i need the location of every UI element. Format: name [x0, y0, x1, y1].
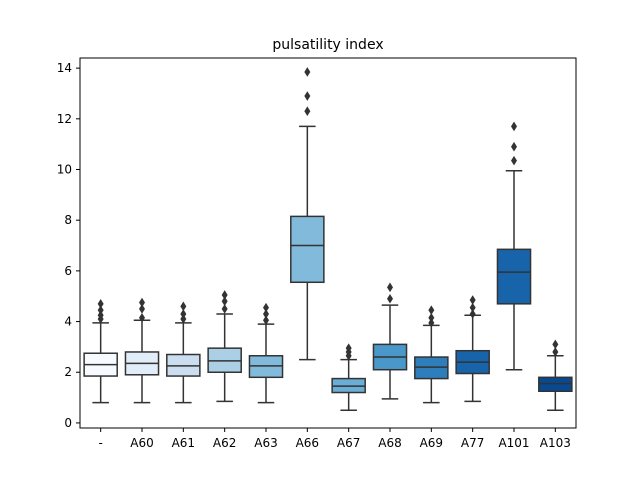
outlier-point [263, 302, 269, 313]
outlier-point [180, 314, 187, 324]
outlier-point [428, 312, 435, 323]
outlier-point [387, 293, 393, 304]
outlier-point [97, 299, 104, 309]
x-axis: - A60 A61 A62 A63 A66 A67 A68 A69 A77 A101 A103 [98, 428, 571, 450]
y-tick-label: 6 [64, 264, 72, 278]
outlier-point [387, 282, 393, 293]
x-tick-label: A60 [130, 436, 153, 450]
x-tick-label: A62 [213, 436, 236, 450]
outlier-point [511, 141, 517, 152]
outlier-point [97, 305, 104, 315]
box-A60 [124, 297, 160, 404]
outlier-point [304, 67, 311, 77]
plot-layer [83, 67, 573, 412]
x-tick-label: A67 [337, 436, 360, 450]
outlier-point [180, 309, 187, 319]
axes-frame [79, 57, 577, 429]
box-body [290, 215, 325, 284]
outlier-point [511, 155, 517, 166]
y-tick-label: 2 [64, 365, 72, 379]
outlier-point [180, 301, 187, 312]
box-A68 [372, 282, 408, 400]
x-tick-label: A61 [172, 436, 195, 450]
y-tick-label: 14 [57, 61, 72, 75]
x-tick-label: A69 [420, 436, 443, 450]
x-tick-label: A66 [296, 436, 319, 450]
x-tick-label: - [98, 436, 102, 450]
outlier-point [221, 296, 228, 307]
y-tick-label: 0 [64, 416, 72, 430]
outlier-point [469, 295, 476, 305]
x-tick-label: A103 [540, 436, 571, 450]
outlier-point [552, 339, 559, 350]
x-tick-label: A63 [254, 436, 277, 450]
outlier-point [97, 310, 104, 321]
outlier-point [345, 343, 352, 353]
chart-title: pulsatility index [272, 37, 383, 53]
y-axis: 0 2 4 6 8 10 12 14 [57, 61, 80, 430]
box-A63 [248, 302, 284, 404]
outlier-point [139, 304, 145, 314]
y-tick-label: 12 [57, 112, 72, 126]
y-tick-label: 10 [57, 163, 72, 177]
outlier-point [469, 309, 476, 319]
box-A69 [414, 305, 449, 404]
x-tick-label: A68 [378, 436, 401, 450]
box-A61 [166, 301, 201, 404]
box-A62 [207, 290, 242, 403]
box-A67 [331, 343, 366, 412]
outlier-point [304, 106, 311, 117]
y-tick-label: 8 [64, 213, 72, 227]
outlier-point [428, 318, 435, 328]
outlier-point [263, 309, 269, 319]
x-tick-label: A101 [498, 436, 529, 450]
outlier-point [221, 304, 228, 314]
outlier-point [304, 91, 311, 101]
outlier-point [221, 290, 228, 300]
box-A101 [496, 121, 532, 371]
x-tick-label: A77 [461, 436, 484, 450]
outlier-point [139, 312, 145, 323]
outlier-point [552, 347, 559, 357]
box-- [83, 299, 118, 404]
outlier-point [263, 315, 269, 326]
box-A77 [455, 295, 490, 403]
box-A66 [290, 67, 325, 361]
outlier-point [469, 302, 476, 313]
box-body [496, 248, 532, 305]
box-A103 [538, 339, 573, 412]
y-tick-label: 4 [64, 315, 72, 329]
outlier-point [428, 305, 435, 315]
outlier-point [139, 297, 145, 308]
outlier-point [511, 121, 517, 132]
